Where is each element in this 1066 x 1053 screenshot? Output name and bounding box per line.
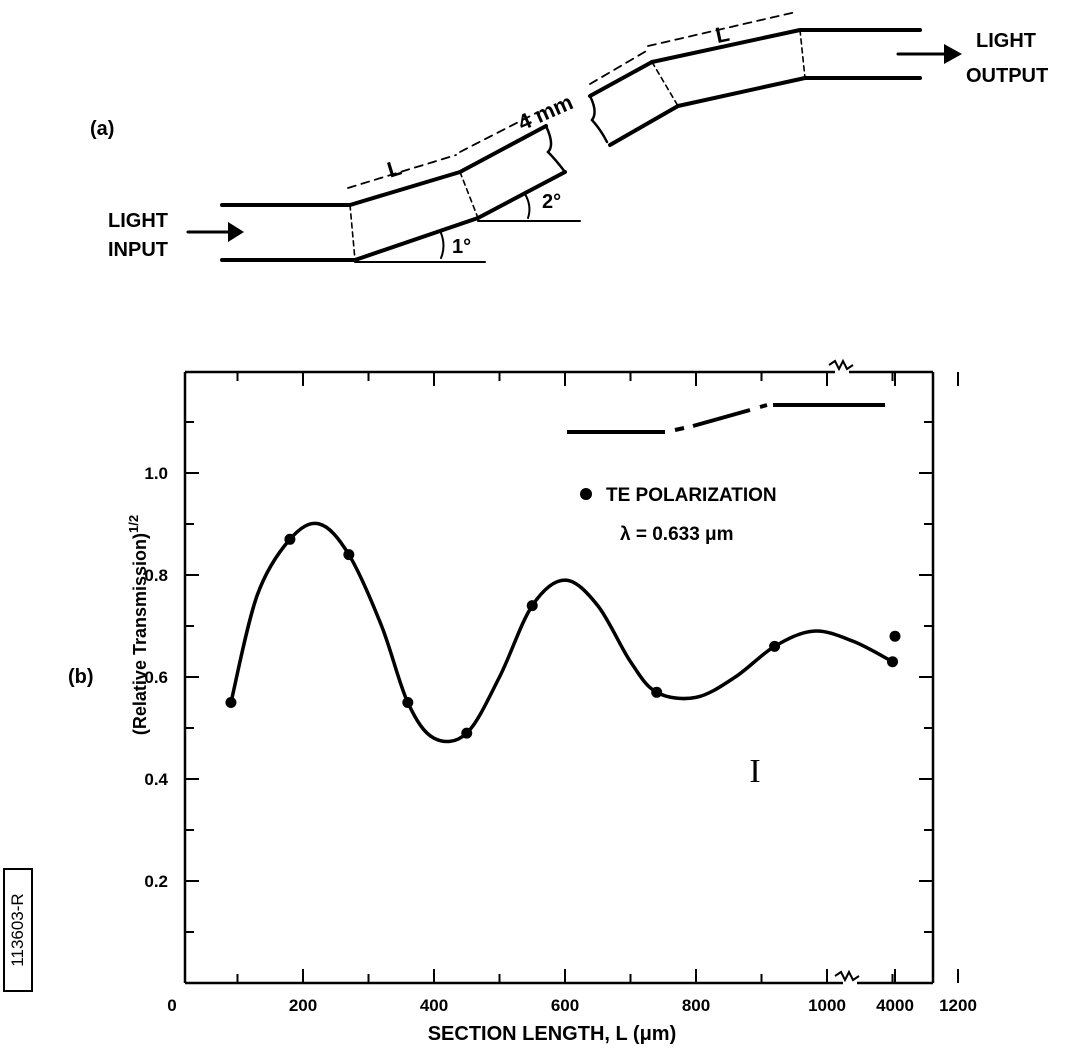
error-bar-symbol: I <box>749 753 760 790</box>
data-point <box>889 630 901 642</box>
data-point <box>769 640 781 652</box>
panel-a-label: (a) <box>90 118 114 140</box>
y-tick-label: 1.0 <box>144 464 168 483</box>
y-tick-label: 0.2 <box>144 872 168 891</box>
x-tick-label: 400 <box>420 996 448 1015</box>
waveguide-diagram <box>186 11 950 263</box>
legend-marker <box>580 488 592 500</box>
angle1-arc <box>440 232 445 259</box>
boundary-2 <box>459 171 479 219</box>
section2-bottom <box>476 170 567 220</box>
x-tick-label: 200 <box>289 996 317 1015</box>
angle1-label: 1° <box>452 236 471 258</box>
dim-L-right <box>647 11 797 47</box>
data-points-layer <box>225 533 901 739</box>
dim-L-left <box>347 154 457 189</box>
y-axis-label-sup: 1/2 <box>126 515 141 533</box>
data-point <box>651 686 663 698</box>
x-tick-label: 0 <box>167 996 176 1015</box>
output-label-line1: LIGHT <box>976 30 1036 52</box>
input-label-line1: LIGHT <box>108 210 168 232</box>
section3-top <box>588 60 654 98</box>
figure-id-text: 113603-R <box>8 893 27 967</box>
x-axis-label: SECTION LENGTH, L (μm) <box>428 1023 677 1045</box>
section1-bottom <box>353 216 480 262</box>
x-tick-label: 800 <box>682 996 710 1015</box>
data-point <box>343 549 355 561</box>
y-tick-label: 0.4 <box>144 770 168 789</box>
output-arrow-head <box>944 44 962 64</box>
legend-wavelength: λ = 0.633 μm <box>620 524 734 545</box>
section-label-left: L <box>384 155 404 183</box>
section2-top <box>458 124 548 174</box>
angle2-arc <box>524 193 531 219</box>
x-tick-label: 1000 <box>808 996 846 1015</box>
boundary-1 <box>349 204 356 261</box>
data-point <box>526 600 538 612</box>
section4-bottom <box>676 76 807 108</box>
data-point <box>402 697 414 708</box>
y-axis-label-main: (Relative Transmission) <box>130 533 150 735</box>
break-mark-left <box>544 124 567 174</box>
data-point <box>225 697 237 708</box>
tick-labels: 0 200 400 600 800 1000 1200 4000 0.2 0.4 0.6 0.8 1.0 <box>144 464 977 1015</box>
output-label-line2: OUTPUT <box>966 65 1048 87</box>
section1-top <box>348 170 462 207</box>
plot-frame <box>183 358 935 985</box>
dim-4mm-b <box>589 49 649 85</box>
figure-id-box: 113603-R <box>3 868 33 992</box>
boundary-3 <box>651 61 679 107</box>
input-label-line2: INPUT <box>108 239 168 261</box>
y-tick-label: 0.6 <box>144 668 168 687</box>
plot-area: 0 200 400 600 800 1000 1200 4000 0.2 0.4 0.6 0.8 1.0… <box>144 358 977 1015</box>
x-axis-break-top <box>828 358 854 372</box>
x-tick-label: 4000 <box>876 996 914 1015</box>
panel-b-label: (b) <box>68 666 94 688</box>
y-axis-label: (Relative Transmission)1/2 <box>126 515 150 735</box>
data-point <box>887 656 898 668</box>
section4-top <box>650 28 802 64</box>
x-tick-label: 1200 <box>939 996 977 1015</box>
angle2-label: 2° <box>542 191 561 213</box>
input-arrow-head <box>228 222 244 242</box>
axis-ticks <box>185 372 959 983</box>
break-mark-right <box>588 94 609 144</box>
data-point <box>461 727 473 739</box>
inset-waveguide-sketch <box>567 403 885 434</box>
fit-curve <box>229 521 894 744</box>
y-tick-label: 0.8 <box>144 566 168 585</box>
legend-layer: TE POLARIZATION λ = 0.633 μm I <box>567 403 885 790</box>
legend-label: TE POLARIZATION <box>606 485 777 506</box>
fit-curve-layer <box>229 521 894 744</box>
x-tick-label: 600 <box>551 996 579 1015</box>
section-label-right: L <box>713 21 731 48</box>
data-point <box>284 533 296 545</box>
section3-bottom <box>608 104 680 147</box>
boundary-4 <box>799 29 806 79</box>
dim-4mm <box>459 111 539 153</box>
x-axis-break-bottom <box>834 969 860 983</box>
